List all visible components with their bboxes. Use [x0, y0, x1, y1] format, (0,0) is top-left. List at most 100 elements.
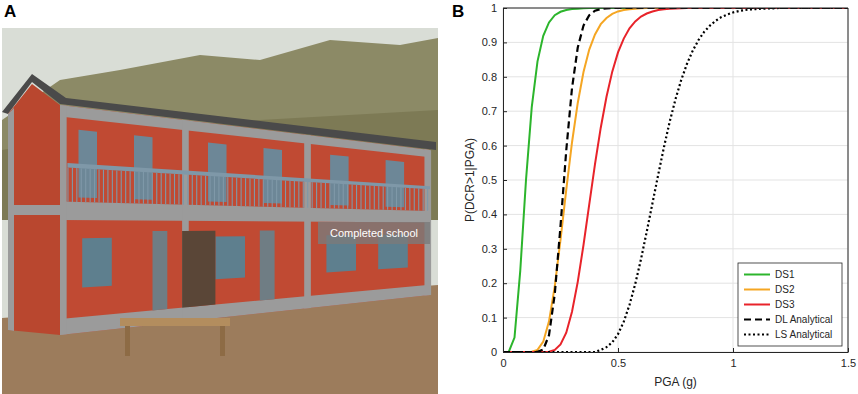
sky	[2, 28, 438, 394]
railing	[396, 187, 397, 210]
grid-line	[503, 248, 848, 249]
railing	[98, 169, 99, 202]
railing	[183, 174, 184, 204]
tick-mark	[503, 249, 507, 250]
railing	[241, 178, 242, 206]
legend-label: DS2	[775, 284, 795, 295]
railing	[338, 184, 339, 209]
tick-label: 0.1	[482, 312, 497, 324]
legend-swatch	[744, 289, 770, 291]
railing	[387, 187, 388, 210]
tick-label: 1	[730, 357, 736, 369]
plot-area	[503, 8, 848, 352]
tick-mark	[503, 111, 507, 112]
tick-mark	[503, 214, 507, 215]
y-axis-title: P(DCR>1|PGA)	[463, 138, 477, 222]
tick-mark	[618, 348, 619, 352]
tick-label: 0.3	[482, 243, 497, 255]
railing	[316, 182, 317, 208]
tick-label: 0.5	[611, 357, 626, 369]
caption-box	[318, 222, 430, 244]
railing	[285, 181, 286, 208]
railing	[254, 179, 255, 207]
railing	[156, 173, 157, 204]
railing	[343, 184, 344, 209]
series-line	[503, 8, 848, 352]
tick-label: 0.4	[482, 208, 497, 220]
railing	[427, 189, 428, 211]
bench-leg	[125, 326, 130, 356]
tick-mark	[503, 352, 507, 353]
door	[153, 231, 168, 310]
railing	[107, 170, 108, 203]
railing	[369, 186, 370, 210]
photo: Completed school	[2, 28, 438, 394]
tick: 0.2	[482, 277, 507, 289]
grid-line	[503, 145, 848, 146]
window	[82, 238, 112, 288]
band	[60, 285, 430, 335]
tick-label: 1.5	[841, 357, 856, 369]
railing	[138, 172, 139, 204]
legend-swatch	[744, 304, 770, 306]
railing	[400, 187, 401, 210]
railing	[178, 174, 179, 204]
caption: Completed school	[318, 222, 430, 244]
grid-line	[503, 42, 848, 43]
railing	[303, 182, 304, 208]
series-line	[503, 8, 848, 352]
railing	[67, 168, 68, 202]
legend-box	[738, 263, 842, 346]
tick-label: 0.8	[482, 71, 497, 83]
wall	[60, 105, 430, 335]
bench	[120, 318, 230, 326]
series-line	[503, 8, 848, 352]
legend-label: DL Analytical	[775, 314, 832, 325]
pillar	[8, 108, 14, 331]
x-axis: 0 0.5 1 1.5	[500, 348, 856, 369]
railing	[187, 175, 188, 205]
railing	[85, 169, 86, 203]
bench-leg	[220, 326, 225, 356]
panel-label: A	[4, 2, 16, 21]
legend: DS1DS2DS3DL AnalyticalLS Analytical	[738, 263, 842, 346]
grid-line	[503, 111, 848, 112]
tick-label: 0	[491, 346, 497, 358]
railing	[130, 171, 131, 203]
railing	[236, 178, 237, 206]
tick-mark	[503, 77, 507, 78]
band	[60, 105, 430, 157]
tick: 1	[730, 348, 736, 369]
tick: 0.8	[482, 71, 507, 83]
railing	[352, 184, 353, 208]
railing	[94, 169, 95, 202]
tick: 0	[491, 346, 507, 358]
tick-label: 0.5	[482, 174, 497, 186]
railing	[152, 173, 153, 204]
railing	[320, 183, 321, 209]
railing	[143, 172, 144, 204]
railing	[365, 185, 366, 209]
tick-label: 1	[491, 2, 497, 14]
railing	[112, 170, 113, 203]
railing	[294, 181, 295, 207]
tick-label: 0	[500, 357, 506, 369]
tick: 0.1	[482, 312, 507, 324]
door	[260, 230, 275, 300]
railing	[405, 188, 406, 211]
door	[182, 231, 215, 308]
grid	[503, 8, 848, 352]
railing	[72, 168, 73, 202]
tick-label: 0.7	[482, 105, 497, 117]
railing	[409, 188, 410, 210]
railing	[312, 182, 313, 208]
grid-line	[848, 8, 849, 352]
tick: 0.5	[482, 174, 507, 186]
railing	[201, 175, 202, 205]
railing	[298, 181, 299, 207]
frame	[848, 8, 849, 352]
legend-swatch	[744, 319, 770, 321]
railing	[214, 176, 215, 205]
wall	[8, 84, 60, 335]
legend-label: LS Analytical	[775, 329, 832, 340]
